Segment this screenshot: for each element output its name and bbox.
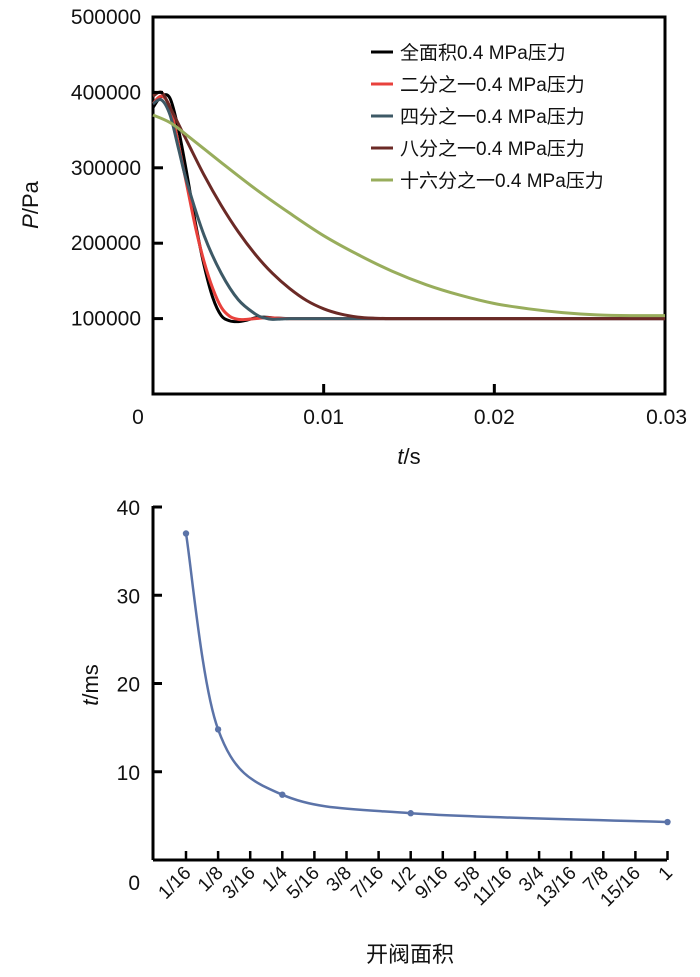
chart1-legend-label: 十六分之一0.4 MPa压力 — [400, 170, 604, 192]
chart2-y-axis-title: t/ms — [78, 664, 103, 706]
chart2-y-ticks: 0 10 20 30 40 — [117, 497, 162, 895]
chart1-y-tick-label: 300000 — [71, 157, 141, 180]
chart1-y-tick-label: 200000 — [71, 232, 141, 255]
chart2-x-ticks: 1/161/83/161/45/163/87/161/29/165/811/16… — [155, 851, 677, 911]
chart1-x-tick-label: 0 — [132, 406, 144, 429]
chart1-y-tick-label: 400000 — [71, 81, 141, 104]
chart2-series-group — [182, 530, 671, 826]
chart2-x-tick-label: 9/16 — [411, 863, 452, 904]
chart1-x-tick-label: 0.02 — [474, 406, 515, 429]
chart2-data-point — [664, 818, 671, 826]
chart2-data-point — [279, 791, 286, 798]
chart2-x-tick-label: 5/16 — [283, 863, 324, 904]
chart2-x-tick-label: 1 — [655, 863, 677, 885]
chart2-x-axis-title: 开阀面积 — [366, 943, 454, 968]
chart1-plot-frame — [151, 15, 667, 396]
chart2-y-tick-label: 40 — [117, 497, 140, 520]
chart1-x-tick-label: 0.01 — [303, 406, 344, 429]
chart2-y-tick-label: 20 — [117, 674, 140, 697]
chart2-y-tick-label: 0 — [128, 872, 140, 895]
chart1-x-tick-label: 0.03 — [646, 406, 687, 429]
chart2-x-tick-label: 7/16 — [347, 863, 388, 904]
chart2-data-point — [182, 530, 190, 537]
chart1-legend-label: 全面积0.4 MPa压力 — [400, 42, 566, 64]
chart1-y-ticks: 100000 200000 300000 400000 500000 — [71, 6, 163, 331]
chart2-y-tick-label: 10 — [117, 762, 140, 785]
chart1-series-line — [152, 98, 665, 321]
chart1-series-line — [152, 113, 666, 318]
chart1-x-axis-title: t/s — [397, 444, 420, 469]
chart1-y-tick-label: 500000 — [71, 6, 141, 29]
chart2-data-point — [214, 726, 222, 733]
chart1-series-group — [151, 90, 666, 324]
chart2-y-tick-label: 30 — [117, 585, 140, 608]
chart1-y-axis-title: P/Pa — [18, 180, 43, 228]
chart2-series-line — [184, 533, 668, 824]
chart1-series-line — [152, 90, 665, 321]
chart1-legend-label: 四分之一0.4 MPa压力 — [400, 106, 585, 128]
chart1-y-tick-label: 100000 — [71, 308, 141, 331]
chart1-legend-label: 二分之一0.4 MPa压力 — [400, 74, 585, 96]
chart1-legend-label: 八分之一0.4 MPa压力 — [400, 138, 585, 160]
chart2-x-tick-label: 3/16 — [219, 863, 260, 904]
chart2-x-tick-label: 1/16 — [155, 863, 196, 904]
pressure-chart: 100000 200000 300000 400000 500000 0 0.01 0.02… — [18, 6, 687, 469]
chart2-data-point — [407, 810, 414, 817]
chart1-x-ticks: 0 0.01 0.02 0.03 — [132, 384, 687, 429]
